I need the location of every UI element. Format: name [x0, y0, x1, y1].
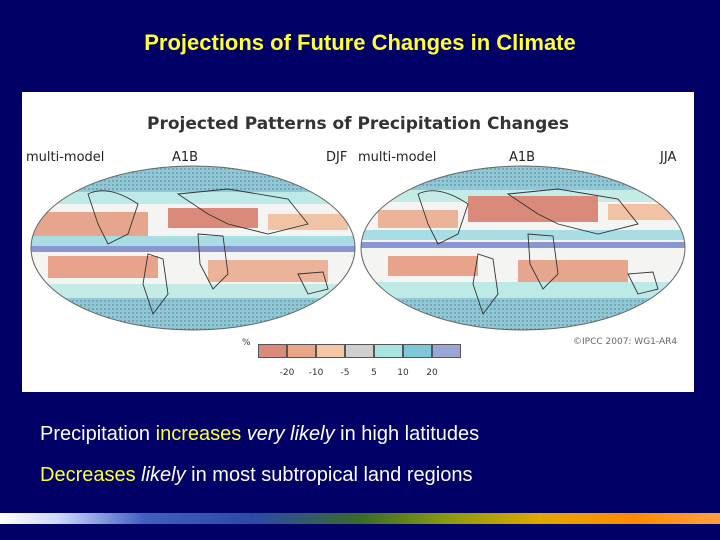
left-panel-scenario-label: A1B: [172, 150, 199, 165]
figure-title: Projected Patterns of Precipitation Chan…: [147, 114, 569, 134]
djf-precipitation-map: [30, 165, 356, 331]
colorbar-tick: 5: [371, 368, 377, 378]
bullet-subtropical: Decreases likely in most subtropical lan…: [40, 464, 472, 487]
colorbar-tick: 20: [426, 368, 438, 378]
bullet-text: in high latitudes: [334, 423, 480, 445]
colorbar-tick: -5: [340, 368, 350, 378]
colorbar-tick: -10: [308, 368, 324, 378]
colorbar-tick: -20: [279, 368, 295, 378]
colorbar-unit: %: [242, 338, 251, 348]
bullet-highlight: Decreases: [40, 464, 136, 486]
slide-title: Projections of Future Changes in Climate: [144, 30, 576, 55]
right-panel-model-label: multi-model: [358, 150, 437, 165]
bullet-text: in most subtropical land regions: [185, 464, 473, 486]
left-panel-season-label: DJF: [326, 150, 348, 165]
colorbar-swatch: [316, 344, 345, 358]
bullet-emphasis: very likely: [241, 423, 335, 445]
colorbar-swatch: [374, 344, 403, 358]
bullet-high-latitudes: Precipitation increases very likely in h…: [40, 423, 479, 446]
colorbar-tick: 10: [397, 368, 409, 378]
bullet-text: Precipitation: [40, 423, 156, 445]
right-panel-scenario-label: A1B: [509, 150, 536, 165]
bullet-highlight: increases: [155, 423, 242, 445]
bullet-emphasis: likely: [135, 464, 186, 486]
colorbar-swatch: [258, 344, 287, 358]
colorbar-swatch: [403, 344, 432, 358]
precipitation-figure: Projected Patterns of Precipitation Chan…: [22, 92, 694, 392]
colorbar-swatch: [287, 344, 316, 358]
jja-precipitation-map: [360, 165, 686, 331]
ipcc-credit: ©IPCC 2007: WG1-AR4: [573, 337, 678, 347]
colorbar-swatch: [345, 344, 374, 358]
right-panel-season-label: JJA: [660, 150, 677, 165]
colorbar-swatch: [432, 344, 461, 358]
decorative-gradient-bar: [0, 513, 720, 524]
left-panel-model-label: multi-model: [26, 150, 105, 165]
